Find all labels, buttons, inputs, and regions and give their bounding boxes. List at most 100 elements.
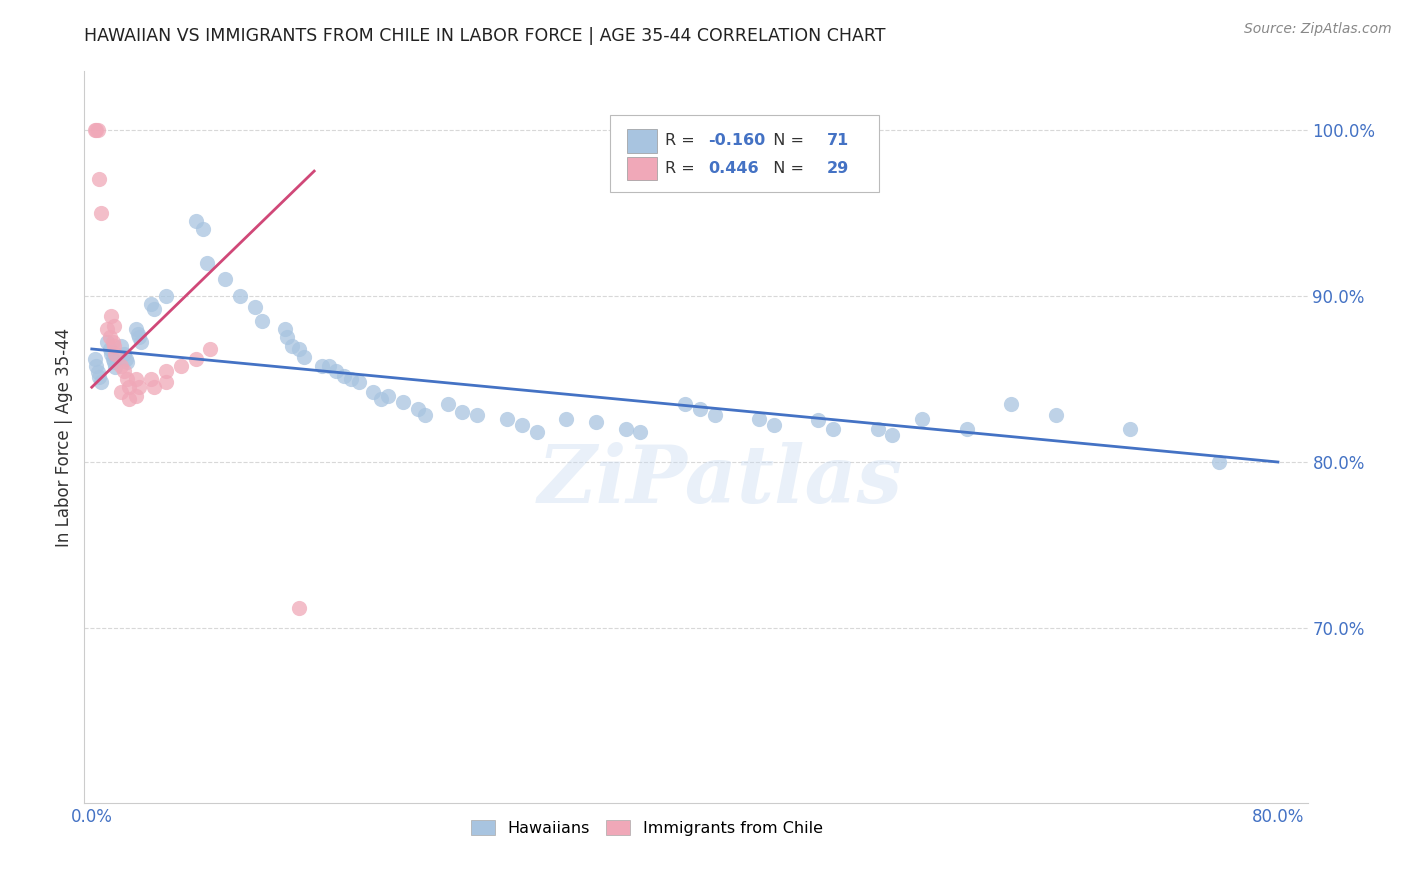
Point: [86, 122, 108, 136]
Point: [104, 347, 127, 361]
Text: Source: ZipAtlas.com: Source: ZipAtlas.com: [1244, 22, 1392, 37]
Point: [465, 409, 488, 423]
Point: [882, 428, 904, 442]
Point: [84, 122, 107, 136]
Point: [103, 318, 125, 333]
Point: [392, 395, 415, 409]
Point: [89, 370, 111, 384]
Point: [340, 372, 363, 386]
Point: [110, 385, 132, 400]
Point: [90, 375, 112, 389]
Point: [84, 359, 107, 373]
FancyBboxPatch shape: [627, 129, 657, 153]
Point: [139, 297, 162, 311]
Text: N =: N =: [763, 133, 810, 148]
Point: [243, 301, 266, 315]
Point: [128, 380, 150, 394]
Point: [703, 409, 725, 423]
Point: [1118, 422, 1140, 436]
Point: [762, 418, 785, 433]
Point: [155, 289, 177, 303]
Point: [118, 380, 141, 394]
Point: [292, 351, 315, 365]
FancyBboxPatch shape: [627, 157, 657, 180]
Point: [100, 309, 122, 323]
Text: N =: N =: [763, 161, 810, 176]
Point: [96, 335, 118, 350]
Point: [101, 335, 124, 350]
Point: [288, 601, 311, 615]
Point: [406, 401, 429, 416]
Point: [614, 422, 637, 436]
Point: [1208, 455, 1230, 469]
Point: [89, 172, 111, 186]
Point: [628, 425, 651, 439]
Point: [112, 347, 135, 361]
Point: [110, 338, 132, 352]
Text: R =: R =: [665, 133, 700, 148]
Point: [125, 372, 148, 386]
Point: [214, 272, 236, 286]
Point: [200, 342, 222, 356]
Point: [252, 314, 274, 328]
Point: [184, 351, 207, 366]
Point: [155, 375, 177, 389]
Point: [496, 412, 519, 426]
Point: [318, 359, 340, 373]
Point: [866, 422, 889, 436]
Point: [673, 397, 696, 411]
Point: [197, 255, 219, 269]
Point: [143, 380, 166, 394]
Point: [823, 422, 845, 436]
Point: [807, 413, 830, 427]
Point: [585, 415, 607, 429]
Point: [117, 355, 139, 369]
Point: [377, 388, 399, 402]
Point: [276, 330, 298, 344]
Point: [129, 335, 152, 350]
Text: HAWAIIAN VS IMMIGRANTS FROM CHILE IN LABOR FORCE | AGE 35-44 CORRELATION CHART: HAWAIIAN VS IMMIGRANTS FROM CHILE IN LAB…: [84, 27, 886, 45]
Point: [1045, 409, 1067, 423]
Text: R =: R =: [665, 161, 700, 176]
Point: [118, 392, 141, 406]
Point: [100, 347, 122, 361]
Point: [143, 301, 166, 316]
Point: [191, 222, 214, 236]
Text: 71: 71: [827, 133, 849, 148]
Point: [436, 397, 458, 411]
Point: [90, 205, 112, 219]
Point: [115, 351, 138, 366]
Point: [911, 412, 934, 426]
Point: [311, 359, 333, 373]
Point: [955, 422, 977, 436]
Point: [555, 412, 578, 426]
Point: [83, 351, 105, 366]
Text: 29: 29: [827, 161, 849, 176]
Point: [98, 342, 121, 356]
Point: [510, 418, 533, 433]
Point: [139, 372, 162, 386]
Point: [1000, 397, 1022, 411]
Point: [103, 338, 125, 352]
Point: [363, 385, 385, 400]
Point: [127, 326, 149, 341]
Point: [288, 342, 311, 356]
Point: [689, 401, 711, 416]
Point: [117, 372, 139, 386]
Point: [112, 363, 135, 377]
Point: [347, 375, 370, 389]
Point: [526, 425, 548, 439]
Text: -0.160: -0.160: [709, 133, 765, 148]
Point: [451, 405, 474, 419]
Point: [325, 363, 347, 377]
Point: [155, 363, 177, 377]
Point: [98, 330, 121, 344]
Point: [748, 412, 770, 426]
Point: [184, 214, 207, 228]
Point: [370, 392, 392, 406]
Point: [170, 359, 193, 373]
Y-axis label: In Labor Force | Age 35-44: In Labor Force | Age 35-44: [55, 327, 73, 547]
Text: ZiPatlas: ZiPatlas: [538, 442, 903, 520]
Point: [103, 355, 125, 369]
Point: [125, 388, 148, 402]
